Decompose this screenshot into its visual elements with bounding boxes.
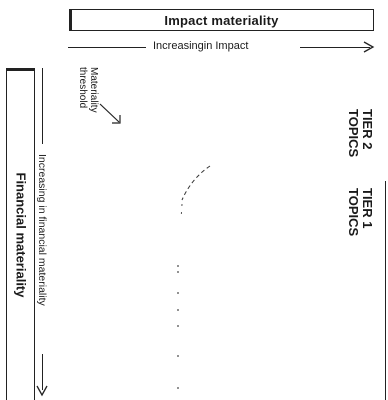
financial-materiality-panel: Financial materiality <box>6 68 35 400</box>
tier-1-line-1: TIER 1 <box>360 188 375 229</box>
financial-axis-line-top <box>42 68 43 144</box>
panel-accent-bar <box>7 69 34 71</box>
materiality-threshold-curve <box>177 165 211 389</box>
threshold-line-2: threshold <box>77 67 88 109</box>
financial-arrow-head-icon <box>36 385 48 397</box>
impact-axis-line-left <box>68 47 146 48</box>
header-accent-bar <box>70 10 72 30</box>
impact-materiality-title: Impact materiality <box>164 12 279 28</box>
financial-axis-line-bottom <box>42 354 43 390</box>
impact-axis-line-right <box>300 47 370 48</box>
tier-2-label: TIER 2 TOPICS <box>346 109 375 158</box>
tier-2-line-2: TOPICS <box>346 109 361 158</box>
tier-1-label: TIER 1 TOPICS <box>346 188 375 237</box>
tier-2-line-1: TIER 2 <box>360 109 375 150</box>
financial-axis-label: Increasing in financial materiality <box>36 154 48 306</box>
impact-arrow-head-icon <box>363 41 375 53</box>
tier-1-line-2: TOPICS <box>346 188 361 237</box>
tier-1-bracket-line <box>385 181 386 400</box>
threshold-arrow-icon <box>99 103 121 124</box>
impact-materiality-header: Impact materiality <box>69 9 374 31</box>
impact-axis-label: Increasingin Impact <box>153 40 249 52</box>
financial-materiality-title: Financial materiality <box>13 172 28 297</box>
